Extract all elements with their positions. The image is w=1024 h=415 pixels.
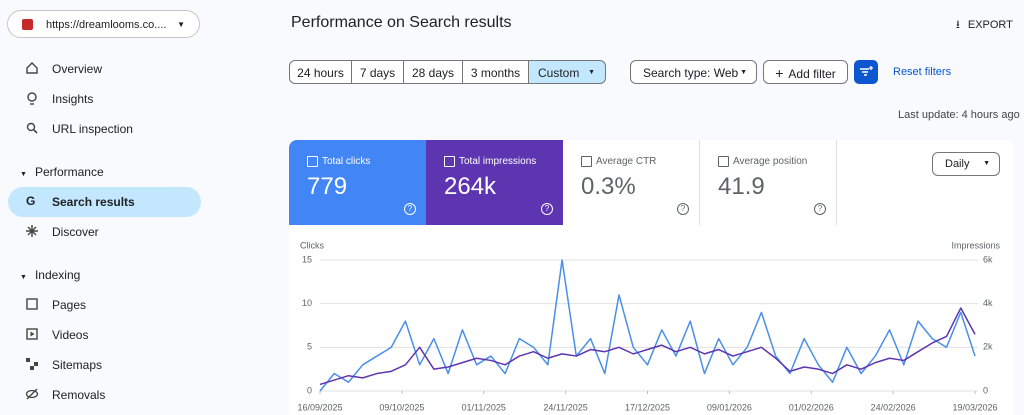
nav-label: Insights — [52, 92, 94, 106]
reset-filters[interactable]: Reset filters — [893, 66, 952, 78]
section-heading[interactable]: ▼ Performance — [20, 165, 104, 179]
dropdown-arrow: ▼ — [177, 20, 185, 29]
range-button[interactable]: 3 months — [462, 60, 529, 84]
help-icon[interactable]: ? — [677, 203, 689, 215]
metric-tile[interactable]: Total clicks 779? — [289, 140, 426, 225]
x-tick-label: 19/03/2026 — [952, 402, 997, 412]
metric-value: 0.3% — [581, 173, 636, 200]
y2-tick-label: 0 — [983, 385, 988, 395]
nav-label: Sitemaps — [52, 358, 103, 372]
icon — [26, 328, 38, 340]
search-type-label: Search type: Web — [643, 66, 739, 80]
x-tick-label: 01/02/2026 — [789, 402, 834, 412]
section-label: Performance — [34, 165, 104, 179]
property-selector[interactable]: https://dreamlooms.co.... ▼ — [7, 10, 200, 38]
icon — [860, 66, 873, 76]
export-label: EXPORT — [967, 19, 1013, 31]
metric-label: Total clicks — [307, 156, 426, 167]
icon — [27, 92, 37, 105]
range-button[interactable]: 28 days — [403, 60, 463, 84]
nav-label: Removals — [52, 388, 106, 402]
granularity-select[interactable]: Daily ▼ — [932, 152, 1000, 176]
property-icon — [22, 19, 33, 30]
x-tick-label: 24/11/2025 — [543, 402, 587, 412]
x-tick-label: 09/10/2025 — [379, 402, 424, 412]
icon — [26, 225, 38, 237]
chart: Clicks Impressions 0 5 10 15 0 2k 4k 6k 16/09/20… — [297, 240, 1000, 412]
svg-text:G: G — [26, 195, 35, 207]
y-axis-label: Clicks — [300, 240, 324, 250]
nav-item[interactable]: Overview — [8, 54, 201, 84]
nav-item[interactable]: Insights — [8, 84, 201, 114]
metric-value: 41.9 — [718, 173, 765, 200]
add-filter-label: Add filter — [788, 67, 836, 81]
series-line — [319, 307, 976, 386]
property-url: https://dreamlooms.co.... — [46, 19, 167, 31]
last-update: Last update: 4 hours ago — [898, 109, 1020, 121]
help-icon[interactable]: ? — [404, 203, 416, 215]
metric-label: Average CTR — [581, 156, 699, 167]
icon — [26, 298, 38, 310]
nav-item[interactable]: Removals — [8, 380, 201, 410]
metric-tile[interactable]: Average position 41.9? — [700, 140, 837, 225]
nav-label: Search results — [52, 195, 135, 209]
section-heading[interactable]: ▼ Indexing — [20, 268, 81, 282]
export-button[interactable]: ⭳ EXPORT — [956, 19, 1013, 31]
y-tick-label: 0 — [307, 385, 312, 395]
search-type[interactable]: Search type: Web ▼ — [630, 60, 757, 84]
y-tick-label: 10 — [302, 298, 312, 308]
nav-item[interactable]: Videos — [8, 320, 201, 350]
series-line — [319, 259, 976, 392]
icon — [26, 122, 38, 134]
icon — [26, 358, 38, 370]
icon: G — [26, 195, 35, 207]
nav-label: Overview — [52, 62, 103, 76]
y2-tick-label: 2k — [983, 342, 993, 352]
section-label: Indexing — [34, 268, 81, 282]
icon — [26, 62, 38, 74]
metric-value: 264k — [444, 173, 497, 200]
y2-tick-label: 6k — [983, 254, 993, 264]
help-icon[interactable]: ? — [541, 203, 553, 215]
nav-item-active[interactable]: G Search results — [8, 187, 201, 217]
range-button-active[interactable]: Custom ▼ — [528, 60, 606, 84]
x-tick-label: 09/01/2026 — [707, 402, 752, 412]
y2-axis-label: Impressions — [951, 240, 1000, 250]
nav-label: Discover — [52, 225, 99, 239]
nav-item[interactable]: Discover — [8, 217, 201, 247]
nav-item[interactable]: URL inspection — [8, 114, 201, 144]
x-tick-label: 17/12/2025 — [625, 402, 670, 412]
filter-icon-button[interactable] — [854, 60, 878, 84]
range-button[interactable]: 24 hours — [289, 60, 352, 84]
range-button[interactable]: 7 days — [351, 60, 404, 84]
granularity-label: Daily — [945, 158, 970, 170]
nav-label: URL inspection — [52, 122, 133, 136]
help-icon[interactable]: ? — [814, 203, 826, 215]
y2-tick-label: 4k — [983, 298, 993, 308]
y-tick-label: 15 — [302, 254, 312, 264]
metric-tile[interactable]: Average CTR 0.3%? — [563, 140, 700, 225]
icon — [26, 388, 38, 400]
metric-tile[interactable]: Total impressions 264k? — [426, 140, 563, 225]
nav-label: Pages — [52, 298, 87, 312]
metric-value: 779 — [307, 173, 348, 200]
nav-label: Videos — [52, 328, 89, 342]
page-title: Performance on Search results — [291, 14, 512, 31]
y-tick-label: 5 — [307, 342, 312, 352]
metric-label: Average position — [718, 156, 836, 167]
nav-item[interactable]: Sitemaps — [8, 350, 201, 380]
range-label: Custom — [538, 66, 580, 80]
x-tick-label: 01/11/2025 — [462, 402, 506, 412]
add-filter[interactable]: + Add filter — [763, 60, 848, 84]
x-tick-label: 24/02/2026 — [871, 402, 916, 412]
metric-label: Total impressions — [444, 156, 563, 167]
nav-item[interactable]: Pages — [8, 290, 201, 320]
x-tick-label: 16/09/2025 — [297, 402, 342, 412]
